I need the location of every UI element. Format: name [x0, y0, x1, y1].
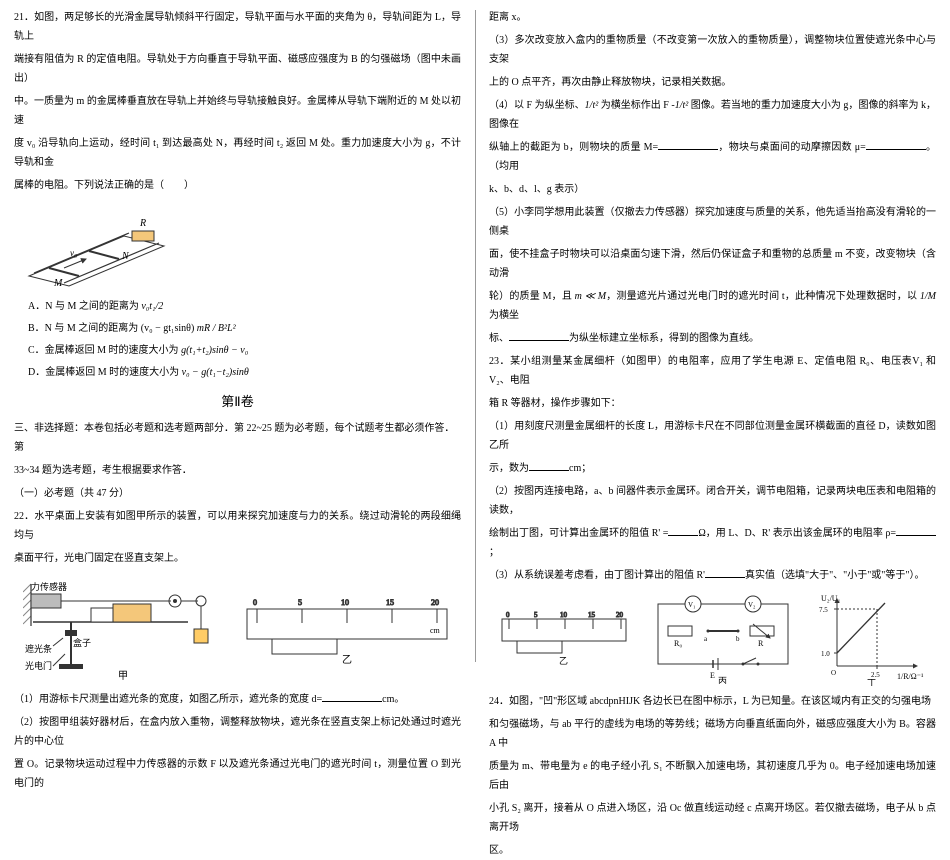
q21-optC: C．金属棒返回 M 时的速度大小为 g(t₁+t₂)sinθ − v₀ — [28, 341, 461, 360]
q22-line2: 桌面平行，光电门固定在竖直支架上。 — [14, 549, 461, 568]
svg-text:力传感器: 力传感器 — [31, 581, 67, 592]
svg-text:1.0: 1.0 — [821, 650, 830, 658]
q21-optD: D．金属棒返回 M 时的速度大小为 v₀ − g(t₁−t₂)sinθ — [28, 363, 461, 382]
section2-sub2: 33~34 题为选考题，考生根据要求作答． — [14, 461, 461, 480]
q24-line5: 区。 — [489, 841, 936, 860]
svg-text:乙: 乙 — [559, 656, 568, 666]
q21-line1: 21．如图，两足够长的光滑金属导轨倾斜平行固定，导轨平面与水平面的夹角为 θ，导… — [14, 8, 461, 46]
q21-figure: R N M v₀ — [14, 201, 461, 291]
q21-line3: 中。一质量为 m 的金属棒垂直放在导轨上并始终与导轨接触良好。金属棒从导轨下端附… — [14, 92, 461, 130]
fig-jia: 力传感器 遮光条 — [23, 574, 223, 684]
q22-num: 22． — [14, 511, 34, 522]
svg-text:V₂: V₂ — [748, 601, 756, 609]
left-column: 21．如图，两足够长的光滑金属导轨倾斜平行固定，导轨平面与水平面的夹角为 θ，导… — [0, 0, 475, 672]
R-label: R — [139, 218, 146, 229]
q21-optA: A．N 与 M 之间的距离为 v₀t₁/2 — [28, 297, 461, 316]
q23-num: 23． — [489, 356, 510, 367]
svg-text:盒子: 盒子 — [73, 637, 91, 648]
svg-text:7.5: 7.5 — [819, 606, 828, 614]
section2-title: 第Ⅱ卷 — [14, 390, 461, 415]
section2-sub1: 三、非选择题：本卷包括必考题和选考题两部分．第 22~25 题为必考题，每个试题… — [14, 419, 461, 457]
v0-label: v₀ — [70, 248, 77, 258]
q23-s1b: 示，数为cm； — [489, 459, 936, 478]
svg-text:0: 0 — [253, 598, 257, 607]
svg-text:V₁: V₁ — [688, 601, 696, 609]
q23-line2: 箱 R 等器材，操作步骤如下： — [489, 394, 936, 413]
svg-text:20: 20 — [616, 611, 624, 619]
svg-text:光电门: 光电门 — [25, 660, 52, 671]
r-p5c: 轮）的质量 M，且 m ≪ M，测量遮光片通过光电门时的遮光时间 t，此种情况下… — [489, 287, 936, 325]
q21-line5: 属棒的电阻。下列说法正确的是（ ） — [14, 176, 461, 195]
svg-text:乙: 乙 — [342, 654, 352, 666]
N-label: N — [121, 251, 130, 262]
q24-line4: 小孔 S₂ 离开，接着从 O 点进入场区，沿 Oc 做直线运动经 c 点离开场区… — [489, 799, 936, 837]
svg-text:15: 15 — [386, 598, 394, 607]
q22-p2a: （2）按图甲组装好器材后，在盒内放入重物，调整释放物块，遮光条在竖直支架上标记处… — [14, 713, 461, 751]
svg-text:丙: 丙 — [718, 676, 727, 684]
r-p5d: 标、为纵坐标建立坐标系，得到的图像为直线。 — [489, 329, 936, 348]
svg-text:1/R/Ω⁻¹: 1/R/Ω⁻¹ — [897, 672, 924, 681]
right-column: 距离 x。 （3）多次改变放入盒内的重物质量（不改变第一次放入的重物质量），调整… — [475, 0, 950, 672]
svg-text:丁: 丁 — [867, 678, 876, 686]
q24-line1: 24．如图，"凹"形区域 abcdpnHIJK 各边长已在图中标示，L 为已知量… — [489, 692, 936, 711]
r-p5a: （5）小李同学想用此装置（仅撤去力传感器）探究加速度与质量的关系，他先适当抬高没… — [489, 203, 936, 241]
q23-fig-yi: 0 5 10 15 20 乙 — [499, 609, 629, 669]
svg-text:20: 20 — [431, 598, 439, 607]
r-p4d: 纵轴上的截距为 b，则物块的质量 M=，物块与桌面间的动摩擦因数 μ=。（均用 — [489, 138, 936, 176]
fig-yi: 0 5 10 15 20 cm 乙 — [242, 591, 452, 666]
svg-text:b: b — [736, 635, 740, 643]
svg-text:U₂/U₁: U₂/U₁ — [821, 594, 841, 603]
svg-text:遮光条: 遮光条 — [25, 643, 52, 654]
q21-optB: B．N 与 M 之间的距离为 (v₀ − gt₁sinθ) mR / B²L² — [28, 319, 461, 338]
q24-line2: 和匀强磁场，与 ab 平行的虚线为电场的等势线；磁场方向垂直纸面向外，磁感应强度… — [489, 715, 936, 753]
svg-text:a: a — [704, 635, 708, 643]
svg-text:cm: cm — [430, 626, 441, 635]
r-p4: （4）以 F 为纵坐标、1/t² 为横坐标作出 F -1/t² 图像。若当地的重… — [489, 96, 936, 134]
svg-text:0: 0 — [506, 611, 510, 619]
q23-s2a: （2）按图丙连接电路，a、b 间器件表示金属环。闭合开关，调节电阻箱，记录两块电… — [489, 482, 936, 520]
r-p0: 距离 x。 — [489, 8, 936, 27]
svg-text:5: 5 — [298, 598, 302, 607]
r-p4g: k、b、d、l、g 表示） — [489, 180, 936, 199]
svg-text:R₀: R₀ — [674, 639, 682, 648]
q23-line1: 23．某小组测量某金属细杆（如图甲）的电阻率，应用了学生电源 E、定值电阻 R₀… — [489, 352, 936, 390]
section2-sub3: （一）必考题（共 47 分） — [14, 484, 461, 503]
q22-line1: 22．水平桌面上安装有如图甲所示的装置，可以用来探究加速度与力的关系。绕过动滑轮… — [14, 507, 461, 545]
svg-text:R: R — [758, 639, 764, 648]
svg-text:5: 5 — [534, 611, 538, 619]
q23-s2b: 绘制出丁图，可计算出金属环的阻值 R' =Ω，用 L、D、R' 表示出该金属环的… — [489, 524, 936, 562]
svg-text:15: 15 — [588, 611, 596, 619]
svg-text:10: 10 — [560, 611, 568, 619]
q23-s3: （3）从系统误差考虑看，由丁图计算出的阻值 R'真实值（选填"大于"、"小于"或… — [489, 566, 936, 585]
svg-text:10: 10 — [341, 598, 349, 607]
q21-line4: 度 v₀ 沿导轨向上运动，经时间 t₁ 到达最高处 N，再经时间 t₂ 返回 M… — [14, 134, 461, 172]
q21-num: 21． — [14, 12, 34, 23]
r-p5b: 面，使不挂盒子时物块可以沿桌面匀速下滑，然后仍保证盒子和重物的总质量 m 不变，… — [489, 245, 936, 283]
svg-text:O: O — [831, 669, 836, 677]
q22-figures: 力传感器 遮光条 — [14, 574, 461, 684]
q24-line3: 质量为 m、带电量为 e 的电子经小孔 S₁ 不断飘入加速电场，其初速度几乎为 … — [489, 757, 936, 795]
q21-line2: 端接有阻值为 R 的定值电阻。导轨处于方向垂直于导轨平面、磁感应强度为 B 的匀… — [14, 50, 461, 88]
q22-p2b: 置 O。记录物块运动过程中力传感器的示数 F 以及遮光条通过光电门的遮光时间 t… — [14, 755, 461, 793]
M-label: M — [53, 278, 63, 289]
q23-fig-bing: V₁ V₂ R₀ a b R E — [648, 594, 798, 684]
r-p3b: 上的 O 点平齐，再次由静止释放物块，记录相关数据。 — [489, 73, 936, 92]
svg-text:甲: 甲 — [118, 671, 128, 682]
q24-num: 24． — [489, 696, 509, 707]
r-p3: （3）多次改变放入盒内的重物质量（不改变第一次放入的重物质量），调整物块位置使遮… — [489, 31, 936, 69]
q23-s1a: （1）用刻度尺测量金属细杆的长度 L，用游标卡尺在不同部位测量金属环横截面的直径… — [489, 417, 936, 455]
q22-p1: （1）用游标卡尺测量出遮光条的宽度，如图乙所示，遮光条的宽度 d=cm。 — [14, 690, 461, 709]
